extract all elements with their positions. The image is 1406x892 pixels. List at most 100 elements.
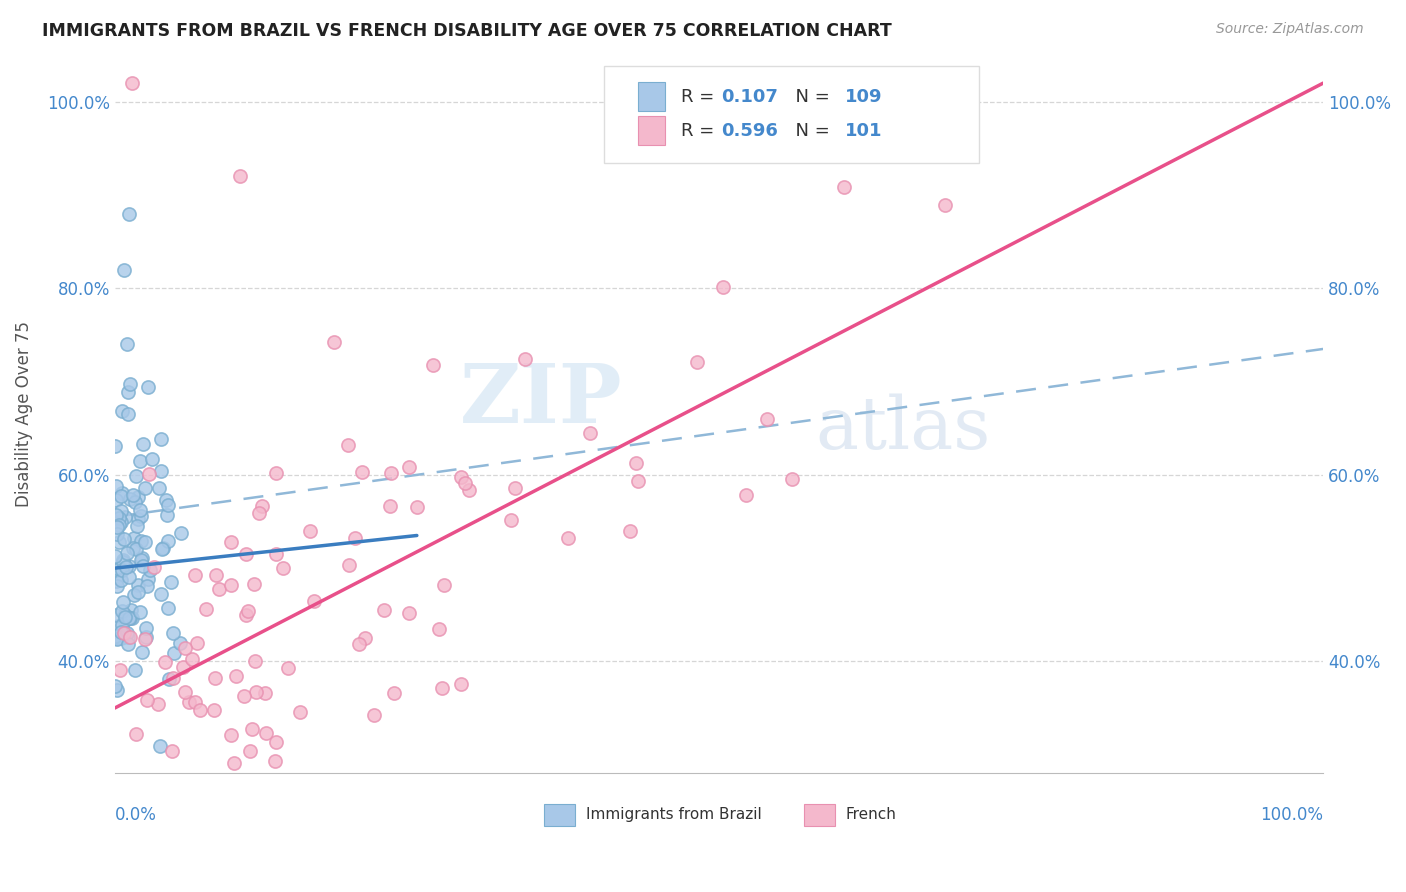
Point xyxy=(127,578,149,592)
Point xyxy=(422,359,444,373)
Point xyxy=(135,813,157,827)
Point xyxy=(121,541,143,555)
Point xyxy=(105,574,128,588)
Point xyxy=(184,695,207,709)
Point xyxy=(235,547,257,561)
Point xyxy=(104,679,127,693)
Point xyxy=(347,637,370,651)
Point xyxy=(115,546,138,560)
Point xyxy=(110,504,132,518)
Point xyxy=(112,262,135,277)
Point xyxy=(105,520,128,534)
Point xyxy=(398,606,420,620)
Point xyxy=(240,722,263,736)
Point xyxy=(135,622,157,636)
Point xyxy=(352,466,374,480)
Point xyxy=(148,481,170,495)
Point xyxy=(229,169,252,184)
Point xyxy=(243,577,266,591)
FancyBboxPatch shape xyxy=(638,82,665,112)
Point xyxy=(107,562,129,576)
Point xyxy=(162,671,184,685)
Point xyxy=(499,513,522,527)
Point xyxy=(160,744,183,758)
Point xyxy=(224,756,246,771)
Text: N =: N = xyxy=(785,121,835,139)
Point xyxy=(120,602,142,616)
Point xyxy=(266,735,288,749)
Point xyxy=(114,509,136,524)
Point xyxy=(110,624,132,639)
Point xyxy=(105,608,128,623)
Point xyxy=(557,531,579,545)
Text: Immigrants from Brazil: Immigrants from Brazil xyxy=(586,807,762,822)
Point xyxy=(124,663,146,677)
Point xyxy=(832,179,855,194)
Point xyxy=(111,618,134,632)
Point xyxy=(174,684,197,698)
Point xyxy=(505,482,527,496)
Point xyxy=(105,631,128,645)
Point xyxy=(156,788,179,802)
Point xyxy=(108,535,131,549)
Point xyxy=(114,609,136,624)
Point xyxy=(734,487,756,501)
Point xyxy=(118,611,141,625)
Point xyxy=(245,685,267,699)
Point xyxy=(110,485,132,500)
Point xyxy=(127,512,149,526)
Text: 0.596: 0.596 xyxy=(721,121,779,139)
Text: ZIP: ZIP xyxy=(460,359,623,440)
Point xyxy=(127,490,149,504)
Point xyxy=(380,466,402,480)
Point xyxy=(134,535,156,549)
Point xyxy=(755,412,778,426)
Point xyxy=(378,500,401,514)
Point xyxy=(143,560,166,574)
Point xyxy=(235,607,257,622)
Point xyxy=(157,534,180,549)
Point xyxy=(322,334,344,349)
Point xyxy=(132,437,155,451)
Point xyxy=(127,519,149,533)
FancyBboxPatch shape xyxy=(638,116,665,145)
Point xyxy=(172,660,194,674)
Point xyxy=(107,579,129,593)
Point xyxy=(110,663,132,677)
Point xyxy=(111,563,134,577)
Text: 0.0%: 0.0% xyxy=(115,805,156,823)
Point xyxy=(780,472,803,486)
Text: French: French xyxy=(846,807,897,822)
Point xyxy=(177,695,200,709)
Point xyxy=(110,489,132,503)
Point xyxy=(219,728,242,742)
Point xyxy=(107,527,129,541)
Point xyxy=(134,632,156,646)
Point xyxy=(118,803,141,817)
Point xyxy=(239,743,262,757)
Text: Source: ZipAtlas.com: Source: ZipAtlas.com xyxy=(1216,22,1364,37)
Point xyxy=(157,672,180,686)
Point xyxy=(398,460,420,475)
Point xyxy=(626,456,648,470)
Point xyxy=(118,377,141,392)
Point xyxy=(107,619,129,633)
Point xyxy=(131,559,153,574)
Point xyxy=(149,739,172,754)
Point xyxy=(114,608,136,623)
Point xyxy=(108,511,131,525)
Point xyxy=(155,508,177,523)
Point xyxy=(288,705,311,719)
Point xyxy=(108,517,131,532)
Point xyxy=(150,542,173,557)
Point xyxy=(578,426,600,441)
Point xyxy=(120,630,142,644)
Point xyxy=(124,588,146,602)
FancyBboxPatch shape xyxy=(605,66,979,163)
Text: R =: R = xyxy=(682,87,720,106)
FancyBboxPatch shape xyxy=(804,805,835,826)
Point xyxy=(458,483,481,497)
Point xyxy=(128,605,150,619)
Point xyxy=(150,464,173,478)
Point xyxy=(150,587,173,601)
